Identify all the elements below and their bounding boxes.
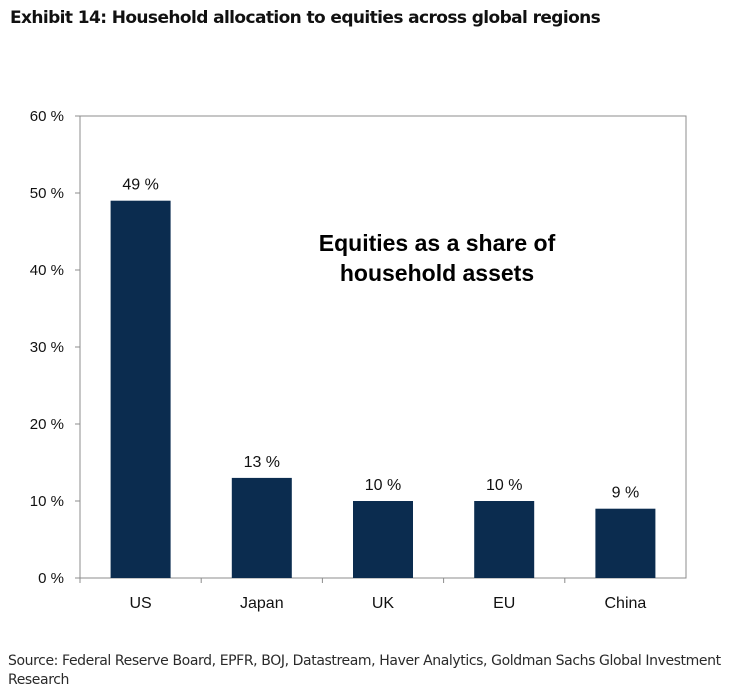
y-tick-label: 20 % — [30, 416, 64, 433]
data-label-japan: 13 % — [244, 454, 280, 471]
x-category-label: EU — [493, 595, 515, 612]
x-category-label: US — [129, 595, 151, 612]
bar-japan — [231, 477, 292, 578]
bar-uk — [353, 501, 413, 578]
y-tick-label: 40 % — [30, 262, 64, 279]
y-tick-label: 10 % — [30, 493, 64, 510]
y-tick-label: 50 % — [30, 185, 64, 202]
y-axis: 0 % 10 % 20 % 30 % 40 % 50 % 60 % — [30, 108, 80, 587]
data-label-us: 49 % — [122, 177, 158, 194]
x-category-label: Japan — [240, 595, 284, 612]
source-note: Source: Federal Reserve Board, EPFR, BOJ… — [8, 653, 721, 688]
exhibit-title: Exhibit 14: Household allocation to equi… — [10, 8, 601, 28]
data-labels: 49 % 13 % 10 % 10 % 9 % — [122, 177, 639, 502]
annotation-line: household assets — [340, 260, 534, 286]
bars — [110, 200, 656, 578]
bar-us — [110, 200, 171, 578]
bar-chart: 0 % 10 % 20 % 30 % 40 % 50 % 60 % 49 % 13 % 10 %… — [30, 108, 687, 612]
annotation-line: Equities as a share of — [319, 230, 556, 256]
y-tick-label: 60 % — [30, 108, 64, 125]
bar-china — [595, 508, 656, 578]
bar-eu — [474, 501, 535, 578]
data-label-china: 9 % — [612, 485, 640, 502]
x-axis: US Japan UK EU China — [79, 578, 646, 612]
chart-annotation: Equities as a share of household assets — [319, 230, 556, 286]
data-label-uk: 10 % — [365, 477, 401, 494]
x-category-label: UK — [372, 595, 395, 612]
data-label-eu: 10 % — [486, 477, 522, 494]
y-tick-label: 30 % — [30, 339, 64, 356]
y-tick-label: 0 % — [38, 570, 64, 587]
x-category-label: China — [604, 595, 646, 612]
